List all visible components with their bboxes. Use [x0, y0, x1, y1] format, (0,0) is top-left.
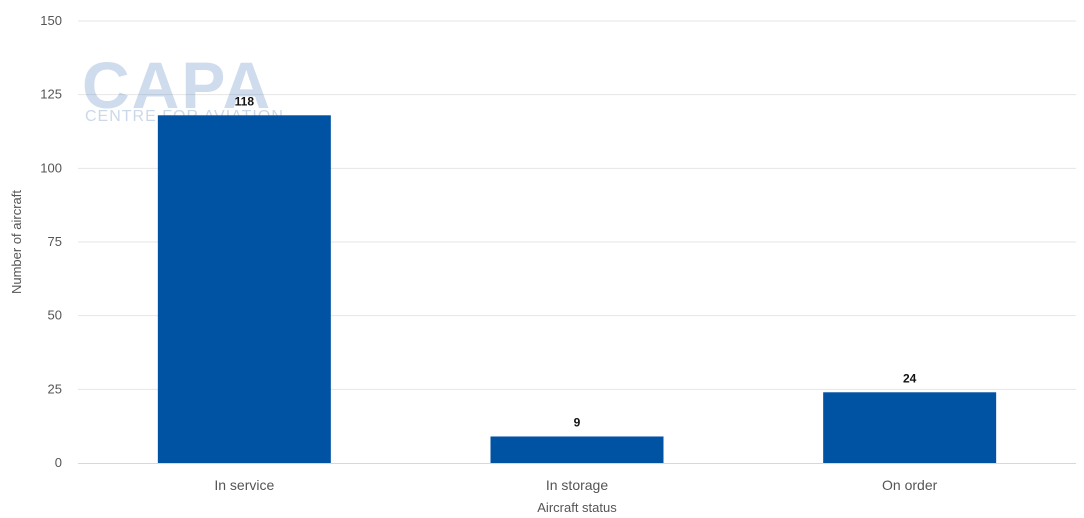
x-axis-title: Aircraft status [537, 500, 617, 515]
x-tick-label: In service [214, 477, 274, 493]
y-axis-ticks: 0 25 50 75 100 125 150 [40, 13, 62, 470]
y-tick-label: 0 [55, 455, 62, 470]
watermark-brand: CAPA [82, 48, 272, 122]
x-tick-label: In storage [546, 477, 608, 493]
y-tick-label: 150 [40, 13, 62, 28]
data-labels: 118 9 24 [235, 94, 917, 429]
y-tick-label: 50 [48, 308, 62, 323]
bar [157, 115, 331, 463]
bar [823, 392, 997, 463]
data-label: 24 [903, 371, 917, 385]
x-tick-label: On order [882, 477, 938, 493]
y-tick-label: 100 [40, 160, 62, 175]
bar [490, 436, 664, 463]
bars [157, 115, 997, 463]
watermark-logo: CAPA CENTRE FOR AVIATION [82, 48, 283, 125]
data-label: 9 [574, 415, 581, 429]
y-tick-label: 25 [48, 381, 62, 396]
x-axis-ticks: In service In storage On order [214, 477, 937, 493]
y-tick-label: 75 [48, 234, 62, 249]
y-tick-label: 125 [40, 87, 62, 102]
data-label: 118 [235, 94, 255, 108]
y-axis-title: Number of aircraft [9, 190, 24, 294]
